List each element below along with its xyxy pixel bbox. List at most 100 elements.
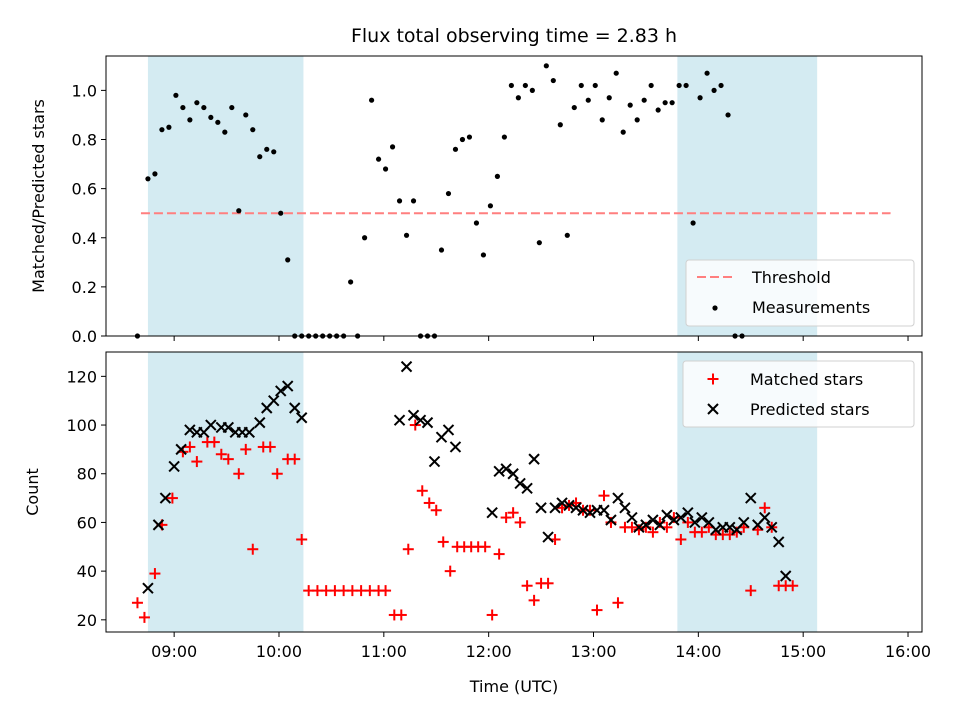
measurement-point xyxy=(285,257,291,263)
top-x-ticks xyxy=(173,336,909,341)
legend-measurements-label: Measurements xyxy=(752,298,870,317)
measurement-point xyxy=(592,82,598,89)
x-tick-label: 09:00 xyxy=(151,642,197,661)
measurement-point xyxy=(690,220,696,226)
matched-stars-point xyxy=(626,521,638,533)
predicted-stars-point xyxy=(507,468,519,480)
measurement-point xyxy=(222,129,228,135)
matched-stars-point xyxy=(514,516,526,528)
measurement-point xyxy=(613,70,619,76)
predicted-stars-point xyxy=(675,511,687,524)
predicted-stars-point xyxy=(535,502,547,514)
measurement-point xyxy=(718,82,724,89)
predicted-stars-point xyxy=(640,519,652,531)
predicted-stars-point xyxy=(556,497,568,509)
measurement-point xyxy=(683,82,689,89)
measurement-point xyxy=(564,232,570,238)
x-tick-label: 13:00 xyxy=(570,642,616,661)
measurement-point xyxy=(194,100,200,106)
bottom-legend: Matched stars Predicted stars xyxy=(682,360,915,428)
predicted-stars-point xyxy=(289,402,301,414)
measurement-point xyxy=(368,97,375,103)
measurement-point xyxy=(173,92,179,98)
y-tick-label: 0.8 xyxy=(72,131,97,150)
predicted-stars-point xyxy=(493,465,505,478)
top-axes-frame xyxy=(105,55,923,337)
measurement-point xyxy=(571,104,577,111)
y-tick-label: 60 xyxy=(77,513,97,532)
y-tick-label: 0.6 xyxy=(72,180,97,199)
matched-stars-point xyxy=(222,453,234,465)
predicted-stars-point xyxy=(168,460,180,473)
measurement-point xyxy=(166,124,172,130)
measurement-point xyxy=(152,171,158,177)
matched-stars-point xyxy=(787,580,799,592)
top-legend-box xyxy=(685,259,915,327)
measurement-point xyxy=(676,82,682,89)
predicted-stars-point xyxy=(159,492,172,504)
bottom-legend-box xyxy=(682,360,915,428)
measurement-point xyxy=(557,122,563,128)
matched-stars-point xyxy=(724,529,736,541)
legend-x-marker xyxy=(707,403,719,415)
matched-stars-point xyxy=(430,504,442,516)
legend-predicted-label: Predicted stars xyxy=(750,400,870,419)
top-panel: Flux total observing time = 2.83 h 0.00.… xyxy=(29,25,923,346)
predicted-stars-point xyxy=(205,419,217,431)
top-y-ticks: 0.0 0.2 0.4 0.6 0.8 1.0 xyxy=(72,81,106,346)
predicted-stars-point xyxy=(514,477,526,490)
measurement-point xyxy=(578,82,584,89)
chart-title: Flux total observing time = 2.83 h xyxy=(351,25,677,47)
measurement-point xyxy=(585,97,591,103)
predicted-stars-point xyxy=(724,521,736,534)
predicted-stars-point xyxy=(152,519,165,531)
measurement-point xyxy=(452,146,459,152)
measurement-point xyxy=(522,82,528,89)
measurement-point xyxy=(459,136,466,143)
top-y-axis-label: Matched/Predicted stars xyxy=(29,99,48,293)
legend-threshold-label: Threshold xyxy=(751,268,831,287)
y-tick-label: 40 xyxy=(77,562,97,581)
measurement-point xyxy=(494,173,501,179)
top-series-markers xyxy=(134,63,745,339)
y-tick-label: 0.4 xyxy=(72,229,97,248)
predicted-stars-point xyxy=(275,385,287,397)
measurement-point xyxy=(271,149,277,155)
measurement-point xyxy=(278,210,284,216)
predicted-stars-point xyxy=(222,421,235,434)
measurement-point xyxy=(627,102,633,108)
measurement-point xyxy=(536,240,542,246)
predicted-stars-point xyxy=(598,504,610,516)
measurement-point xyxy=(669,100,675,106)
measurement-point xyxy=(711,87,717,93)
measurement-point xyxy=(396,198,403,204)
predicted-stars-point xyxy=(500,463,512,475)
measurement-point xyxy=(236,208,242,214)
matched-stars-point xyxy=(184,441,196,453)
measurement-point xyxy=(215,119,221,125)
measurement-point xyxy=(543,63,549,69)
predicted-stars-point xyxy=(780,570,792,582)
matched-stars-point xyxy=(682,516,694,528)
matched-stars-point xyxy=(612,597,624,609)
legend-predicted-swatch xyxy=(707,403,719,415)
predicted-stars-point xyxy=(584,506,596,519)
bottom-panel: 20 40 60 80 100 120 09:00 10:00 11:00 12:00 13:00… xyxy=(23,351,931,696)
predicted-stars-point xyxy=(689,516,701,529)
measurement-point xyxy=(201,104,207,111)
predicted-stars-point xyxy=(442,424,455,436)
matched-stars-point xyxy=(745,585,757,597)
y-tick-label: 1.0 xyxy=(72,81,97,100)
matched-stars-point xyxy=(486,609,498,621)
matched-stars-point xyxy=(247,543,259,555)
predicted-stars-point xyxy=(682,506,694,519)
bottom-y-axis-label: Count xyxy=(23,468,42,516)
measurement-point xyxy=(620,129,626,135)
matched-stars-point xyxy=(289,453,301,465)
measurement-point xyxy=(648,82,654,89)
measurement-point xyxy=(641,97,647,103)
predicted-stars-point xyxy=(421,416,434,429)
measurement-point xyxy=(229,104,235,111)
matched-stars-point xyxy=(500,512,512,524)
